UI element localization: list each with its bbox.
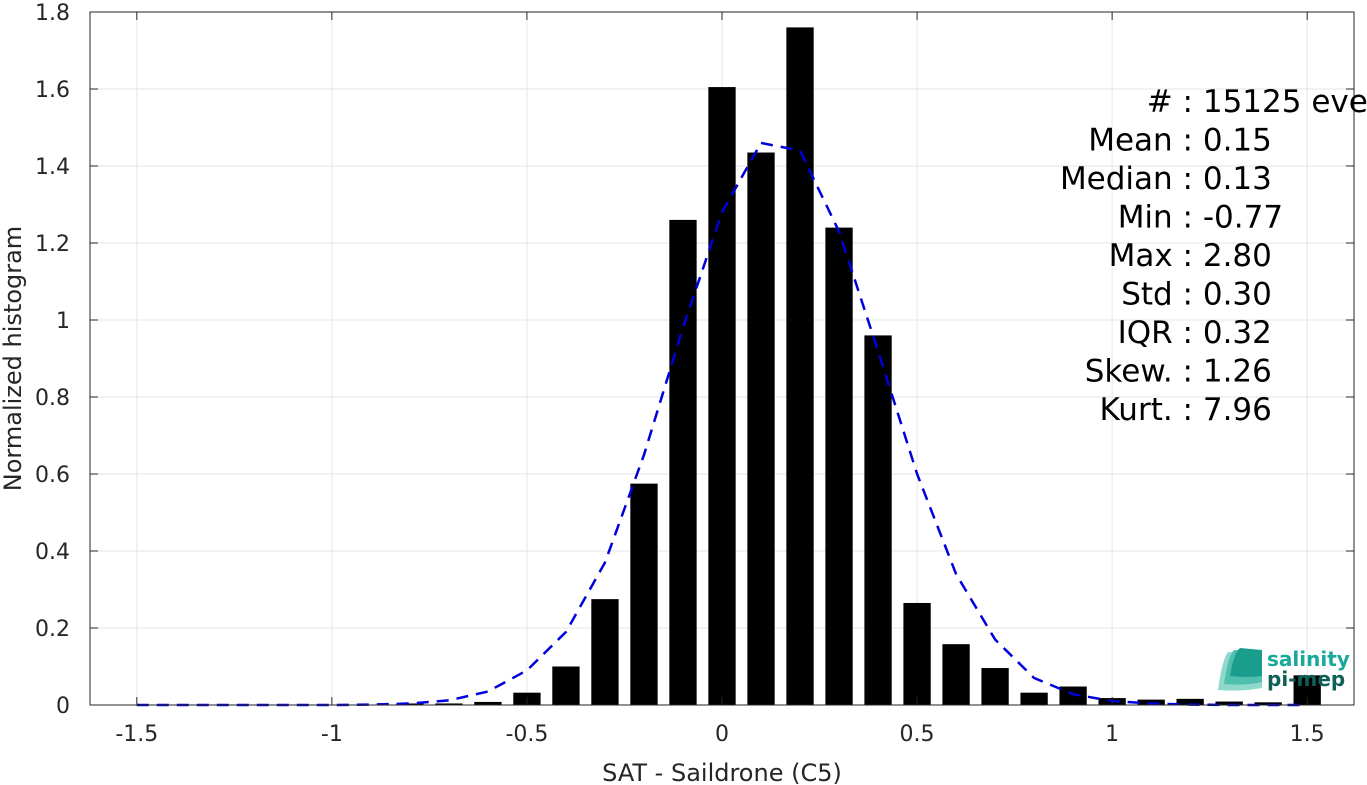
- histogram-bar: [942, 644, 970, 705]
- stat-line: Std : 0.30: [1121, 277, 1272, 313]
- histogram-bar: [786, 27, 814, 705]
- histogram-bar: [591, 599, 619, 705]
- y-tick-label: 0: [56, 694, 70, 719]
- histogram-bar: [708, 87, 736, 705]
- x-tick-label: 0.5: [900, 722, 935, 747]
- y-axis-ticks: 0 0.2 0.4 0.6 0.8 1 1.2 1.4 1.6 1.8: [35, 1, 1354, 719]
- histogram-bar: [903, 602, 931, 705]
- stat-line: # : 15125 events: [1147, 84, 1367, 120]
- logo-text-pi-mep: pi-mep: [1267, 667, 1345, 691]
- x-tick-label: 1: [1105, 722, 1119, 747]
- histogram-bar: [1254, 702, 1282, 705]
- histogram-bar: [981, 668, 1009, 705]
- stat-line: Kurt. : 7.96: [1100, 392, 1272, 428]
- y-tick-label: 1.6: [35, 78, 70, 103]
- y-tick-label: 0.8: [35, 386, 70, 411]
- stat-line: Median : 0.13: [1060, 161, 1272, 197]
- histogram-bar: [747, 152, 775, 705]
- histogram-bar: [552, 666, 580, 705]
- stat-line: IQR : 0.32: [1118, 315, 1272, 351]
- y-tick-label: 1.2: [35, 232, 70, 257]
- histogram-bar: [864, 335, 892, 705]
- histogram-bars: [396, 27, 1321, 705]
- histogram-bar: [1176, 698, 1204, 705]
- y-tick-label: 0.6: [35, 463, 70, 488]
- y-tick-label: 1.4: [35, 155, 70, 180]
- x-tick-label: -1: [321, 722, 343, 747]
- histogram-bar: [1215, 701, 1243, 705]
- x-axis-label: SAT - Saildrone (C5): [602, 759, 842, 785]
- logo-waves-icon: [1218, 648, 1262, 691]
- histogram-bar: [1059, 686, 1087, 705]
- histogram-bar: [396, 703, 424, 705]
- x-axis-ticks: -1.5 -1 -0.5 0 0.5 1 1.5: [115, 12, 1325, 747]
- histogram-bar: [474, 701, 502, 705]
- salinity-pi-mep-logo: salinity pi-mep: [1218, 647, 1350, 691]
- y-tick-label: 0.2: [35, 617, 70, 642]
- y-tick-label: 1: [56, 309, 70, 334]
- histogram-bar: [630, 483, 658, 705]
- stat-line: Max : 2.80: [1109, 238, 1272, 274]
- histogram-bar: [825, 227, 853, 705]
- logo-text-salinity: salinity: [1267, 647, 1350, 671]
- y-tick-label: 0.4: [35, 540, 70, 565]
- y-tick-label: 1.8: [35, 1, 70, 26]
- x-tick-label: 0: [715, 722, 729, 747]
- histogram-bar: [435, 703, 463, 705]
- stat-line: Mean : 0.15: [1088, 123, 1272, 159]
- histogram-bar: [669, 219, 697, 705]
- y-axis-label: Normalized histogram: [0, 226, 27, 491]
- x-tick-label: 1.5: [1290, 722, 1325, 747]
- x-tick-label: -0.5: [505, 722, 548, 747]
- histogram-bar: [1020, 692, 1048, 705]
- x-tick-label: -1.5: [115, 722, 158, 747]
- stat-line: Skew. : 1.26: [1085, 354, 1272, 390]
- stat-line: Min : -0.77: [1118, 200, 1283, 236]
